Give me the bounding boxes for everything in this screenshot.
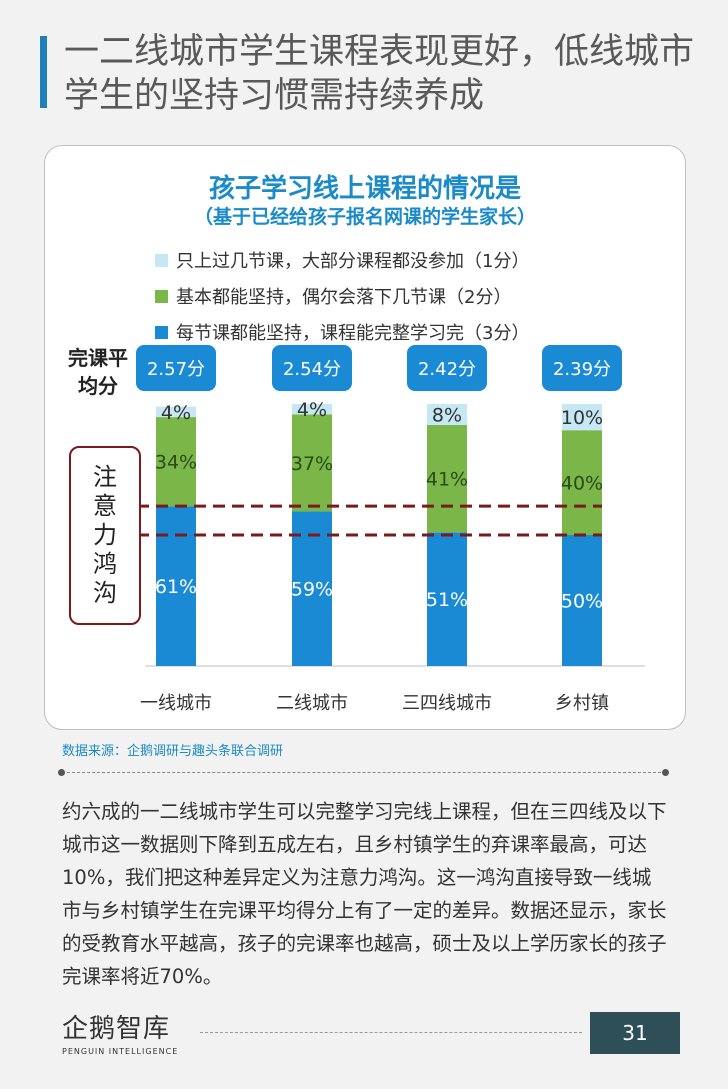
- chart-subtitle: （基于已经给孩子报名网课的学生家长）: [193, 206, 536, 228]
- bar-value-label: 41%: [426, 469, 468, 491]
- bar-segment: [562, 535, 602, 666]
- avg-score-value: 2.57分: [147, 359, 205, 380]
- bar-value-label: 40%: [561, 473, 603, 495]
- section-divider: [62, 772, 666, 773]
- headline-accent-bar: [40, 36, 47, 108]
- page-headline: 一二线城市学生课程表现更好，低线城市学生的坚持习惯需持续养成: [64, 32, 695, 116]
- bar-value-label: 34%: [155, 452, 197, 474]
- bar-value-label: 61%: [155, 576, 197, 598]
- bar-segment: [292, 511, 332, 666]
- legend-swatch: [155, 289, 168, 303]
- bar-value-label: 51%: [426, 589, 468, 611]
- avg-score-label: 完课平均分: [68, 346, 128, 398]
- bar-value-label: 4%: [297, 399, 327, 421]
- avg-score-value: 2.39分: [553, 359, 611, 380]
- bar-segment: [427, 424, 467, 533]
- bar-value-label: 59%: [291, 579, 333, 601]
- stacked-bar-chart: 61% 34% 4% 一线城市 2.57分 59% 37% 4% 二线城市 2.54分 51% 41%…: [136, 345, 645, 714]
- attention-gap-label: 注意力鸿沟: [93, 463, 117, 607]
- bar-value-label: 37%: [291, 453, 333, 475]
- chart-card: 孩子学习线上课程的情况是 （基于已经给孩子报名网课的学生家长） 只上过几节课，大…: [44, 145, 686, 730]
- legend-swatch: [155, 325, 168, 339]
- divider-dot-left: [58, 769, 65, 776]
- data-source: 数据来源：企鹅调研与趣头条联合调研: [62, 744, 284, 759]
- chart-title: 孩子学习线上课程的情况是: [208, 174, 521, 204]
- legend-item: 基本都能坚持，偶尔会落下几节课（2分）: [155, 278, 529, 314]
- category-label: 一线城市: [140, 693, 212, 714]
- bar-value-label: 50%: [561, 591, 603, 613]
- footer-divider: [200, 1032, 582, 1033]
- bar-value-label: 8%: [432, 404, 462, 426]
- legend-item: 每节课都能坚持，课程能完整学习完（3分）: [155, 314, 529, 350]
- bar-segment: [156, 406, 196, 418]
- bar-segment: [427, 532, 467, 666]
- bar-segment: [292, 414, 332, 512]
- category-label: 三四线城市: [402, 693, 492, 714]
- legend-label: 只上过几节课，大部分课程都没参加（1分）: [176, 251, 530, 272]
- avg-score-value: 2.42分: [418, 359, 476, 380]
- legend-swatch: [155, 253, 168, 267]
- divider-dot-right: [662, 769, 669, 776]
- bar-segment: [292, 404, 332, 415]
- category-label: 乡村镇: [555, 693, 609, 714]
- bar-segment: [562, 404, 602, 431]
- body-paragraph: 约六成的一二线城市学生可以完整学习完线上课程，但在三四线及以下城市这一数据则下降…: [62, 800, 667, 988]
- avg-score-badge: [272, 345, 352, 391]
- logo-text-en: PENGUIN INTELLIGENCE: [62, 1047, 179, 1056]
- logo-text-cn: 企鹅智库: [62, 1014, 171, 1044]
- bar-segment: [156, 506, 196, 666]
- legend-label: 每节课都能坚持，课程能完整学习完（3分）: [176, 323, 530, 344]
- bar-segment: [427, 404, 467, 425]
- category-label: 二线城市: [276, 693, 348, 714]
- avg-score-badge: [407, 345, 487, 391]
- attention-gap-annotation: 注意力鸿沟: [69, 446, 141, 625]
- page-number: 31: [590, 1012, 680, 1054]
- avg-score-badge: [542, 345, 622, 391]
- bar-value-label: 10%: [561, 407, 603, 429]
- bar-segment: [562, 430, 602, 535]
- legend-label: 基本都能坚持，偶尔会落下几节课（2分）: [176, 287, 512, 308]
- chart-legend: 只上过几节课，大部分课程都没参加（1分） 基本都能坚持，偶尔会落下几节课（2分） 每…: [155, 242, 529, 350]
- penguin-logo: 企鹅智库 PENGUIN INTELLIGENCE: [62, 1008, 192, 1068]
- avg-score-value: 2.54分: [283, 359, 341, 380]
- bar-segment: [156, 417, 196, 507]
- avg-score-badge: [136, 345, 216, 391]
- legend-item: 只上过几节课，大部分课程都没参加（1分）: [155, 242, 529, 278]
- bar-value-label: 4%: [161, 402, 191, 424]
